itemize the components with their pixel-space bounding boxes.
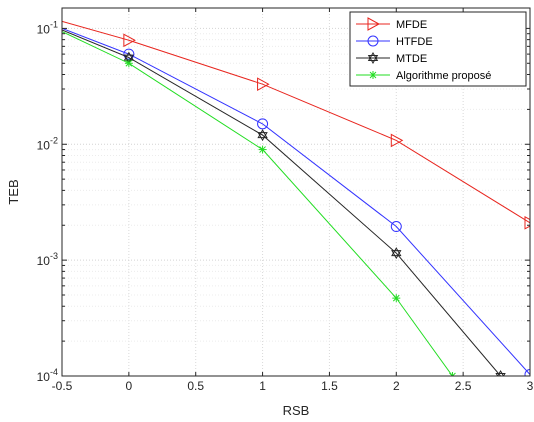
- data-point: [258, 145, 267, 154]
- x-tick-label: 0.5: [187, 379, 204, 393]
- data-point: [257, 77, 270, 92]
- y-tick-labels: 10-1 10-2 10-3 10-4: [37, 19, 58, 384]
- data-point: [257, 129, 268, 142]
- x-tick-label: 1: [259, 379, 266, 393]
- data-point: [392, 294, 401, 303]
- data-point: [390, 133, 404, 148]
- x-tick-label: -0.5: [52, 379, 73, 393]
- legend-item: HTFDE: [356, 35, 433, 48]
- y-axis-label: TEB: [6, 179, 21, 204]
- legend-marker: [367, 35, 379, 47]
- x-tick-label: 2: [393, 379, 400, 393]
- data-point: [123, 48, 135, 60]
- legend-label: HTFDE: [396, 36, 433, 48]
- x-axis-label: RSB: [283, 403, 310, 418]
- series-mfde: [62, 20, 530, 230]
- x-tick-label: 3: [527, 379, 534, 393]
- legend-item: MTDE: [356, 51, 427, 65]
- legend-marker: [367, 17, 381, 31]
- series-line: [62, 20, 530, 224]
- x-tick-labels: -0.5 0 0.5 1 1.5 2 2.5 3: [52, 379, 534, 393]
- legend-marker: [369, 71, 377, 79]
- data-point: [124, 59, 133, 68]
- data-point: [123, 33, 136, 48]
- legend-label: MFDE: [396, 19, 427, 31]
- data-point: [257, 118, 269, 130]
- series-line: [62, 27, 530, 375]
- legend-label: Algorithme proposé: [396, 70, 491, 82]
- series-algorithme-propos-: [62, 31, 457, 376]
- legend-label: MTDE: [396, 53, 427, 65]
- legend-item: Algorithme proposé: [356, 70, 491, 82]
- legend: MFDE HTFDE MTDE Algorithme proposé: [349, 11, 527, 87]
- data-point: [524, 369, 530, 376]
- x-tick-label: 0: [126, 379, 133, 393]
- y-tick-label: 10-3: [37, 251, 58, 268]
- ticks: [61, 8, 531, 377]
- x-tick-label: 2.5: [455, 379, 472, 393]
- series-htfde: [62, 27, 530, 376]
- data-point: [524, 215, 530, 230]
- y-tick-label: 10-2: [37, 135, 58, 152]
- y-tick-label: 10-1: [37, 19, 58, 36]
- data-point: [448, 372, 457, 376]
- series-layer: [62, 20, 530, 376]
- data-point: [391, 247, 402, 260]
- plot-frame: [61, 7, 531, 377]
- y-tick-label: 10-4: [37, 367, 58, 384]
- legend-marker: [367, 51, 379, 65]
- data-point: [390, 221, 402, 233]
- series-line: [62, 29, 501, 376]
- data-point: [495, 369, 506, 376]
- x-tick-label: 1.5: [321, 379, 338, 393]
- series-mtde: [62, 29, 506, 376]
- legend-item: MFDE: [356, 17, 427, 31]
